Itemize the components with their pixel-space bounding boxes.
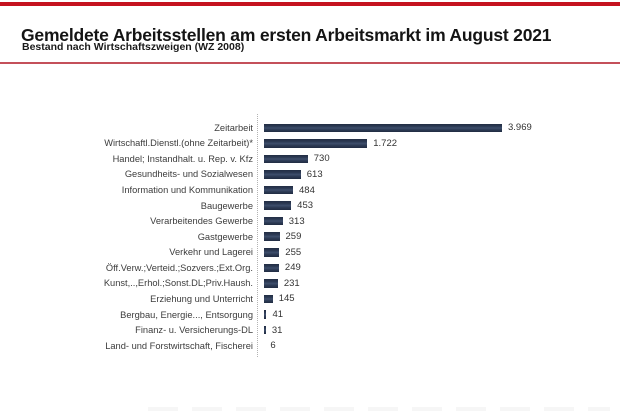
bar-area: 730 xyxy=(264,153,330,164)
category-label: Wirtschaftl.Dienstl.(ohne Zeitarbeit)* xyxy=(104,138,253,149)
chart-row: Bergbau, Energie..., Entsorgung 41 xyxy=(0,307,620,323)
bar-area: 613 xyxy=(264,169,323,180)
bar-area: 484 xyxy=(264,185,315,196)
value-label: 1.722 xyxy=(373,137,398,149)
chart-row: Verarbeitendes Gewerbe 313 xyxy=(0,213,620,229)
bar xyxy=(264,201,292,210)
chart-row: Gesundheits- und Sozialwesen 613 xyxy=(0,167,620,183)
value-label: 231 xyxy=(283,277,300,289)
bar xyxy=(264,263,279,273)
value-label: 484 xyxy=(299,184,315,196)
value-label: 255 xyxy=(285,246,302,258)
category-label: Handel; Instandhalt. u. Rep. v. Kfz xyxy=(112,153,253,164)
category-label: Verarbeitendes Gewerbe xyxy=(150,216,253,227)
category-label: Information und Kommunikation xyxy=(121,185,253,196)
chart-row: Baugewerbe 453 xyxy=(0,198,620,214)
chart-row: Wirtschaftl.Dienstl.(ohne Zeitarbeit)* 1… xyxy=(0,136,620,152)
value-label: 31 xyxy=(271,324,283,336)
value-label: 313 xyxy=(288,215,305,227)
category-label: Baugewerbe xyxy=(200,200,253,211)
bar xyxy=(264,279,278,288)
bar-area: 249 xyxy=(264,262,301,273)
bar xyxy=(264,170,301,179)
chart-row: Finanz- u. Versicherungs-DL 31 xyxy=(0,322,620,338)
value-label: 730 xyxy=(313,153,330,165)
bar-area: 259 xyxy=(264,231,301,242)
bar-area: 41 xyxy=(264,309,283,320)
bar xyxy=(264,154,308,164)
chart-row: Handel; Instandhalt. u. Rep. v. Kfz 730 xyxy=(0,151,620,167)
value-label: 41 xyxy=(272,309,284,321)
bar xyxy=(264,294,273,304)
chart-row: Zeitarbeit 3.969 xyxy=(0,120,620,136)
chart-rows: Zeitarbeit 3.969 Wirtschaftl.Dienstl.(oh… xyxy=(0,120,620,353)
bar xyxy=(264,232,280,241)
category-label: Verkehr und Lagerei xyxy=(169,247,253,258)
chart-row: Kunst,..,Erhol.;Sonst.DL;Priv.Haush. 231 xyxy=(0,276,620,292)
category-label: Land- und Forstwirtschaft, Fischerei xyxy=(105,340,253,351)
bar-area: 1.722 xyxy=(264,138,397,149)
value-label: 613 xyxy=(306,168,323,180)
category-label: Bergbau, Energie..., Entsorgung xyxy=(120,309,253,320)
bar-area: 313 xyxy=(264,216,305,227)
chart-row: Verkehr und Lagerei 255 xyxy=(0,245,620,261)
bar-area: 3.969 xyxy=(264,122,532,133)
chart-row: Öff.Verw.;Verteid.;Sozvers.;Ext.Org. 249 xyxy=(0,260,620,276)
bar xyxy=(264,310,267,319)
bar-area: 255 xyxy=(264,247,301,258)
chart-row: Gastgewerbe 259 xyxy=(0,229,620,245)
bar-area: 31 xyxy=(264,325,282,336)
category-label: Kunst,..,Erhol.;Sonst.DL;Priv.Haush. xyxy=(103,278,253,289)
page-subtitle: Bestand nach Wirtschaftszweigen (WZ 2008… xyxy=(22,41,245,53)
value-label: 249 xyxy=(284,262,301,274)
page-title: Gemeldete Arbeitsstellen am ersten Arbei… xyxy=(21,24,552,45)
bar xyxy=(264,139,368,148)
category-label: Öff.Verw.;Verteid.;Sozvers.;Ext.Org. xyxy=(105,262,253,273)
chart-row: Erziehung und Unterricht 145 xyxy=(0,291,620,307)
category-label: Finanz- u. Versicherungs-DL xyxy=(135,325,253,336)
top-red-rule xyxy=(0,2,620,6)
bar xyxy=(264,123,502,133)
value-label: 3.969 xyxy=(508,122,532,134)
bar-area: 6 xyxy=(264,340,276,351)
category-label: Zeitarbeit xyxy=(214,122,253,133)
category-label: Erziehung und Unterricht xyxy=(150,293,253,304)
category-label: Gastgewerbe xyxy=(197,231,253,242)
bar-area: 145 xyxy=(264,293,295,304)
value-label: 145 xyxy=(278,293,295,305)
value-label: 259 xyxy=(285,231,302,243)
bar-chart: Zeitarbeit 3.969 Wirtschaftl.Dienstl.(oh… xyxy=(0,114,620,357)
bar-area: 453 xyxy=(264,200,313,211)
bar xyxy=(264,216,283,226)
zero-axis-dotted-line xyxy=(257,114,258,357)
bar xyxy=(264,248,280,257)
bar xyxy=(264,185,294,195)
cutoff-footer-ghost xyxy=(148,407,610,411)
value-label: 453 xyxy=(297,200,314,212)
category-label: Gesundheits- und Sozialwesen xyxy=(124,169,253,180)
header-red-rule xyxy=(0,62,620,64)
chart-row: Land- und Forstwirtschaft, Fischerei 6 xyxy=(0,338,620,354)
chart-row: Information und Kommunikation 484 xyxy=(0,182,620,198)
bar-area: 231 xyxy=(264,278,300,289)
bar xyxy=(264,325,266,335)
value-label: 6 xyxy=(270,340,276,352)
